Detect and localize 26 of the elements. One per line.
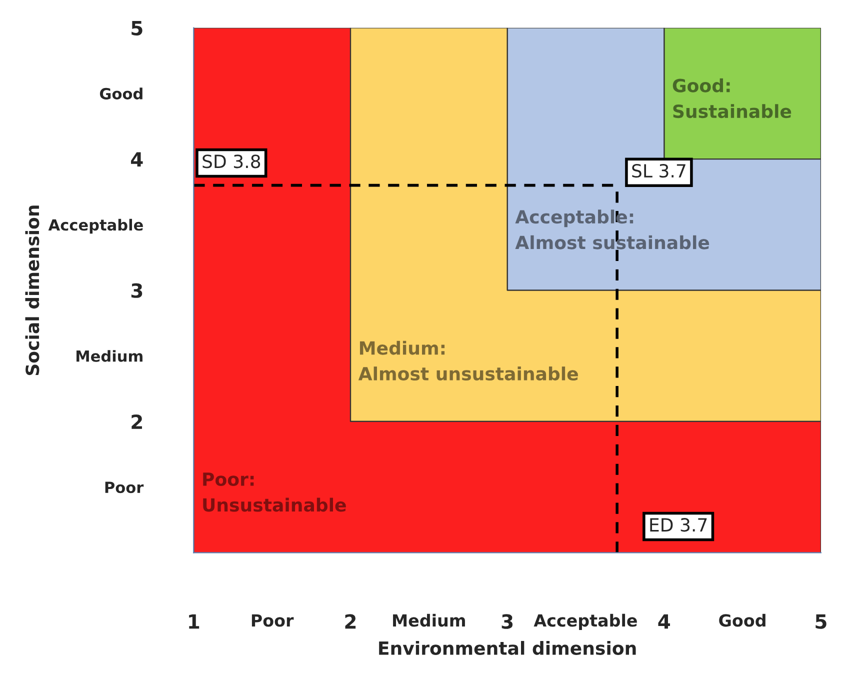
series-label: Acceptable: Almost sustainable — [515, 210, 710, 250]
y-tick-label: Acceptable — [48, 218, 143, 234]
y-tick-label: 4 — [131, 152, 143, 166]
x-tick-label: 5 — [816, 614, 826, 629]
y-tick-label: Good — [100, 88, 142, 100]
series-label: Good: Sustainable — [672, 78, 792, 118]
y-tick-label: 3 — [131, 283, 142, 298]
x-tick-label: 2 — [345, 614, 356, 629]
y-tick-label: 2 — [132, 414, 142, 429]
x-tick-label: Poor — [252, 614, 294, 627]
y-tick-label: Poor — [105, 482, 144, 494]
series-label: Medium: Almost unsustainable — [358, 340, 578, 381]
annotation: SL 3.7 — [632, 164, 686, 178]
ref-line-label: ED 3.7 — [650, 518, 707, 532]
x-tick-label: 1 — [189, 614, 200, 629]
y-tick-label: Medium — [76, 350, 142, 362]
x-tick-label: Acceptable — [534, 614, 637, 630]
x-tick-label: Medium — [393, 614, 465, 627]
x-tick-label: 4 — [658, 614, 670, 629]
x-tick-label: 3 — [502, 614, 513, 629]
series-label: Poor: Unsustainable — [203, 472, 346, 512]
y-axis-title: Social dimension — [25, 206, 40, 376]
x-tick-label: Good — [719, 614, 766, 627]
ref-line-label: SD 3.8 — [202, 154, 260, 168]
y-tick-label: 5 — [132, 21, 142, 36]
x-axis-title: Environmental dimension — [379, 640, 636, 655]
